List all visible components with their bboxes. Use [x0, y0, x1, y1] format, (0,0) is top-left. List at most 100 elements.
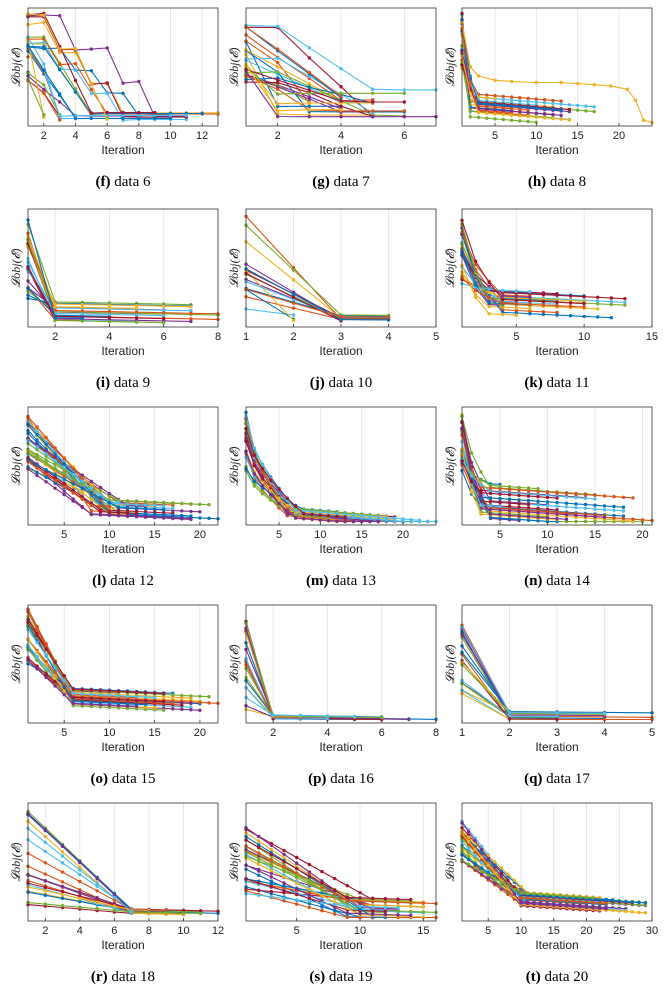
- data-point: [371, 100, 375, 104]
- data-point: [351, 515, 356, 520]
- data-point: [134, 704, 139, 709]
- data-point: [517, 517, 521, 522]
- data-point: [80, 316, 85, 320]
- data-point: [501, 112, 505, 117]
- x-tick-label: 6: [111, 925, 117, 937]
- data-point: [252, 479, 256, 483]
- data-point: [623, 303, 627, 307]
- data-point: [112, 895, 117, 900]
- panel-caption: (k) data 11: [462, 375, 652, 392]
- data-point: [612, 516, 616, 520]
- data-point: [380, 715, 384, 720]
- data-point: [257, 888, 261, 893]
- data-point: [98, 703, 103, 707]
- data-point: [199, 911, 203, 916]
- y-axis-label: 𝓛obj(𝓔): [443, 645, 457, 684]
- y-axis-label: 𝓛obj(𝓔): [443, 48, 457, 87]
- data-point: [43, 885, 47, 890]
- series-line: [461, 627, 605, 714]
- data-point: [53, 452, 57, 456]
- axes-box: [27, 802, 219, 922]
- data-point: [89, 116, 94, 121]
- data-point: [180, 693, 184, 698]
- data-point: [276, 92, 280, 96]
- data-point: [134, 514, 139, 518]
- data-point: [473, 847, 477, 852]
- data-point: [473, 295, 478, 299]
- data-point: [53, 472, 57, 477]
- data-point: [526, 486, 531, 490]
- data-point: [534, 115, 538, 119]
- caption-text: data 10: [324, 375, 373, 391]
- data-point: [480, 855, 484, 859]
- data-point: [574, 506, 578, 510]
- data-point: [514, 302, 518, 306]
- data-point: [345, 906, 349, 911]
- data-point: [473, 271, 478, 275]
- series-line: [27, 36, 76, 120]
- data-point: [333, 905, 337, 909]
- data-point: [564, 491, 569, 495]
- data-point: [345, 915, 349, 919]
- data-point: [181, 908, 186, 912]
- data-point: [485, 102, 489, 106]
- x-axis-label: Iteration: [319, 542, 362, 556]
- data-point: [343, 515, 347, 519]
- data-point: [53, 318, 57, 323]
- data-point: [62, 477, 66, 481]
- data-point: [517, 502, 521, 506]
- data-point: [501, 312, 505, 317]
- data-point: [536, 495, 540, 499]
- data-point: [137, 110, 141, 115]
- data-point: [89, 82, 94, 86]
- data-point: [78, 896, 82, 901]
- data-point: [168, 113, 173, 118]
- x-axis-label: Iteration: [101, 542, 144, 556]
- data-point: [343, 512, 347, 516]
- data-point: [534, 100, 538, 104]
- data-point: [269, 478, 273, 482]
- data-point: [53, 684, 57, 688]
- data-point: [578, 900, 582, 904]
- data-point: [602, 717, 607, 722]
- data-point: [517, 509, 521, 513]
- data-point: [421, 905, 425, 909]
- data-point: [555, 293, 559, 297]
- data-point: [593, 493, 597, 497]
- data-point: [486, 863, 490, 867]
- data-point: [285, 506, 289, 510]
- data-point: [78, 860, 82, 865]
- data-point: [558, 893, 562, 898]
- data-point: [143, 705, 148, 709]
- data-point: [536, 503, 540, 507]
- x-tick-label: 20: [194, 529, 206, 541]
- data-point: [519, 901, 523, 905]
- data-point: [541, 303, 546, 307]
- data-point: [469, 451, 474, 455]
- data-point: [89, 509, 94, 513]
- data-point: [488, 515, 493, 520]
- data-point: [162, 321, 166, 325]
- data-point: [466, 857, 471, 862]
- data-point: [62, 689, 66, 693]
- x-tick-label: 2: [290, 331, 296, 343]
- series-line: [245, 412, 412, 523]
- data-point: [499, 871, 503, 875]
- data-point: [642, 118, 646, 122]
- data-point: [507, 485, 512, 489]
- x-tick-label: 10: [515, 925, 527, 937]
- data-point: [558, 898, 562, 903]
- series-line: [461, 232, 530, 297]
- data-point: [538, 902, 543, 906]
- data-point: [171, 506, 175, 511]
- data-point: [506, 878, 510, 882]
- panel-caption: (f) data 6: [28, 174, 218, 191]
- data-point: [564, 513, 569, 517]
- data-point: [62, 693, 66, 697]
- data-point: [506, 887, 510, 891]
- series-line: [461, 275, 585, 302]
- x-tick-label: 10: [103, 727, 115, 739]
- data-point: [125, 513, 130, 518]
- data-point: [565, 894, 569, 898]
- data-point: [257, 873, 261, 877]
